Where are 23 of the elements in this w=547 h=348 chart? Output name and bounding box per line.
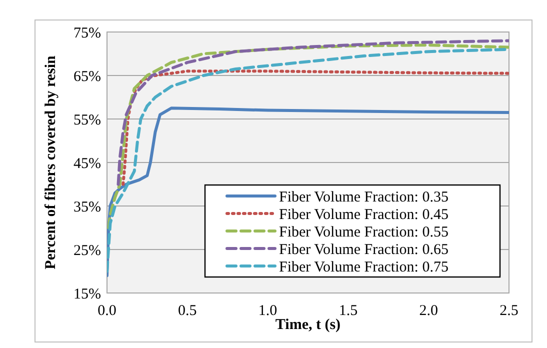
line-series [122,70,509,186]
legend-label: Fiber Volume Fraction: 0.65 [279,242,448,258]
x-tick-label: 2.5 [500,303,518,319]
y-tick-label: 55% [74,112,101,128]
legend-label: Fiber Volume Fraction: 0.45 [279,206,448,223]
legend-label: Fiber Volume Fraction: 0.35 [279,189,448,206]
y-axis-title: Percent of fibers covered by resin [43,54,59,270]
legend-label: Fiber Volume Fraction: 0.55 [279,224,448,240]
y-tick-label: 65% [74,68,101,85]
x-tick-label: 0.0 [98,303,116,319]
y-tick-label: 15% [74,286,101,302]
legend-label: Fiber Volume Fraction: 0.75 [279,259,448,276]
y-tick-label: 45% [74,156,101,172]
line-series [107,48,509,273]
y-tick-label: 35% [74,199,101,216]
y-tick-label: 25% [74,242,101,259]
y-tick-label: 75% [74,25,101,42]
x-tick-label: 1.0 [258,303,278,319]
x-tick-label: 2.0 [419,303,438,319]
x-tick-label: 0.5 [178,303,197,319]
line-series [116,39,509,186]
x-tick-label: 1.5 [338,303,358,319]
x-axis-title: Time, t (s) [275,317,341,333]
